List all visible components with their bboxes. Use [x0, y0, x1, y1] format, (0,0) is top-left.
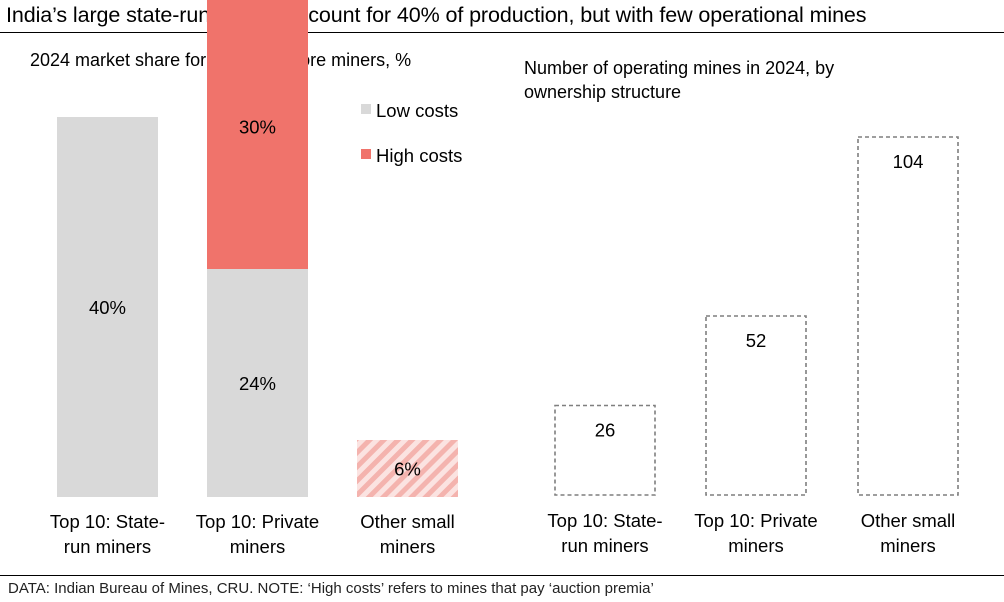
- bar-low-costs-2: [207, 269, 308, 497]
- legend-swatch-2: [361, 149, 371, 159]
- legend-label-1: Low costs: [376, 100, 458, 121]
- left-legend: Low costs High costs: [361, 100, 462, 166]
- left-category-label-3: Other small miners: [360, 511, 455, 557]
- right-category-label-3: Other small miners: [861, 510, 956, 556]
- mines-bar-1: [554, 404, 656, 496]
- left-chart: 40% Top 10: State-run miners 24% 30% Top 10:…: [50, 0, 458, 557]
- right-chart: 26 Top 10: State-run miners 52 Top 10: Priv…: [547, 136, 959, 556]
- data-label-low-costs-2: 24%: [239, 373, 276, 394]
- source-note: DATA: Indian Bureau of Mines, CRU. NOTE:…: [8, 580, 654, 597]
- right-chart-subtitle-line-2: ownership structure: [524, 82, 682, 102]
- bar-low-costs-1: [57, 117, 158, 497]
- right-chart-subtitle-line-1: Number of operating mines in 2024, by: [524, 58, 835, 78]
- mines-value-label-3: 104: [893, 151, 924, 172]
- legend-label-2: High costs: [376, 145, 462, 166]
- right-category-label-2: Top 10: Private miners: [694, 510, 817, 556]
- mines-bar-3: [857, 136, 959, 496]
- charts-canvas: 40% Top 10: State-run miners 24% 30% Top 10:…: [50, 0, 959, 557]
- bar-other-3: [357, 440, 458, 497]
- left-category-label-2: Top 10: Private miners: [196, 511, 319, 557]
- right-chart-subtitle: Number of operating mines in 2024, by ow…: [524, 56, 834, 104]
- footer-rule: [0, 575, 1004, 576]
- legend-swatch-1: [361, 104, 371, 114]
- left-category-label-1: Top 10: State-run miners: [50, 511, 165, 557]
- chart-title: India’s large state-run miners account f…: [6, 3, 867, 27]
- data-label-other-3: 6%: [394, 459, 421, 480]
- right-category-label-1: Top 10: State-run miners: [547, 510, 662, 556]
- mines-value-label-1: 26: [595, 420, 616, 441]
- mines-value-label-2: 52: [746, 330, 767, 351]
- bar-high-costs-2: [207, 0, 308, 269]
- data-label-high-costs-2: 30%: [239, 117, 276, 138]
- data-label-low-costs-1: 40%: [89, 297, 126, 318]
- mines-bar-2: [705, 315, 807, 496]
- title-rule: [0, 32, 1004, 33]
